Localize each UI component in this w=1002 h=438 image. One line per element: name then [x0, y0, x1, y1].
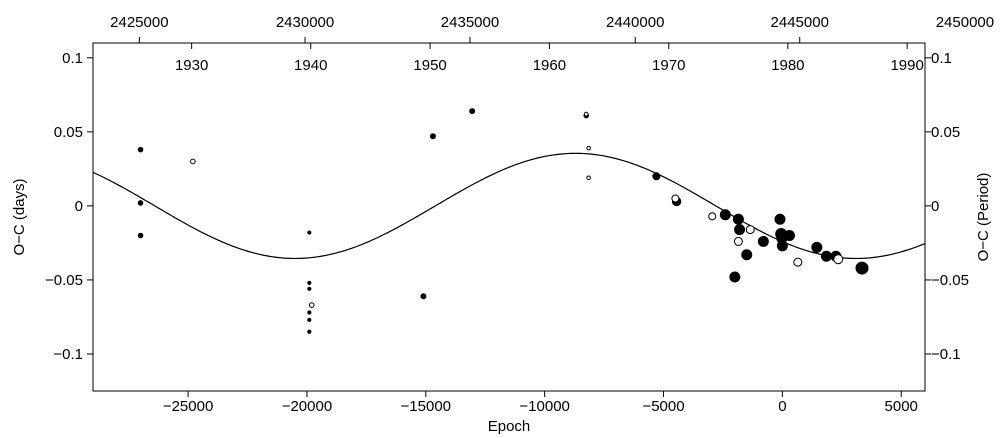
top-jd-tick-label: 2445000 — [771, 14, 829, 31]
data-point-open — [671, 194, 680, 203]
data-point-filled — [469, 108, 476, 115]
x-axis-title: Epoch — [488, 418, 531, 435]
data-point-filled — [734, 224, 746, 236]
data-point-filled — [855, 261, 869, 275]
data-point-open — [733, 236, 743, 246]
data-point-open — [586, 145, 591, 151]
data-point-open — [190, 158, 196, 165]
year-tick-label: 1940 — [294, 57, 327, 74]
x-tick-label: 5000 — [885, 398, 918, 415]
y-tick-label-left: 0.05 — [54, 124, 83, 141]
x-tick-label: −20000 — [282, 398, 332, 415]
y-tick-label-right: 0 — [931, 198, 939, 215]
plot-frame — [92, 42, 926, 392]
top-jd-tick-label: 2435000 — [441, 14, 499, 31]
x-tick-label: −10000 — [519, 398, 569, 415]
y-axis-right-title: O−C (Period) — [975, 173, 992, 262]
data-point-open — [583, 111, 589, 117]
fit-curve-line — [92, 152, 926, 260]
y-tick-label-right: −0.1 — [931, 346, 961, 363]
data-point-filled — [811, 241, 823, 253]
data-point-filled — [420, 293, 427, 300]
y-axis-left-ticks: −0.1 −0.05 0 0.05 0.1 — [45, 50, 93, 363]
data-point-filled — [307, 280, 312, 285]
year-tick-label: 1930 — [175, 57, 208, 74]
x-tick-label: 0 — [778, 398, 786, 415]
year-tick-label: 1990 — [890, 57, 923, 74]
data-point-filled — [307, 310, 312, 315]
y-tick-label-left: −0.05 — [45, 272, 83, 289]
y-tick-label-right: 0.1 — [931, 50, 952, 67]
year-tick-label: 1950 — [413, 57, 446, 74]
x-tick-label: −25000 — [163, 398, 213, 415]
top-julian-date-ticks: 2425000 2430000 2435000 2440000 2445000 24500… — [110, 14, 994, 43]
data-point-filled — [307, 317, 312, 323]
x-axis-ticks: −25000 −20000 −15000 −10000 −5000 0 5000 — [163, 391, 918, 415]
data-point-filled — [307, 329, 312, 334]
top-jd-tick-label: 2440000 — [606, 14, 664, 31]
data-point-filled — [307, 286, 312, 291]
data-point-open — [793, 257, 803, 267]
data-point-filled — [429, 133, 436, 140]
data-point-open — [308, 302, 315, 308]
year-ticks: 193019401950196019701980199020002010 — [175, 43, 924, 74]
data-point-filled — [719, 209, 731, 221]
data-point-filled — [820, 250, 832, 262]
y-tick-label-left: −0.1 — [53, 346, 83, 363]
data-point-open — [708, 212, 717, 221]
data-point-filled — [784, 230, 796, 242]
y-tick-label-left: 0.1 — [62, 50, 83, 67]
y-axis-right-ticks: −0.1 −0.05 0 0.05 0.1 — [925, 50, 969, 363]
top-jd-tick-label: 2450000 — [936, 14, 994, 31]
top-jd-tick-label: 2425000 — [110, 14, 168, 31]
y-tick-label-right: −0.05 — [931, 272, 969, 289]
year-tick-label: 1960 — [533, 57, 566, 74]
data-point-filled — [137, 232, 144, 239]
data-point-filled — [741, 249, 753, 261]
year-tick-label: 1980 — [771, 57, 804, 74]
data-point-filled — [137, 200, 144, 206]
data-point-filled — [757, 235, 769, 247]
data-point-filled — [729, 271, 741, 283]
data-points — [137, 108, 869, 334]
x-tick-label: −5000 — [642, 398, 684, 415]
data-point-filled — [776, 240, 788, 252]
data-point-filled — [137, 146, 144, 153]
data-point-filled — [732, 213, 744, 225]
data-point-filled — [307, 230, 312, 235]
data-point-open — [833, 254, 844, 265]
data-point-filled — [774, 213, 786, 225]
y-tick-label-left: 0 — [75, 198, 83, 215]
x-tick-label: −15000 — [401, 398, 451, 415]
data-point-open — [586, 175, 591, 181]
year-tick-label: 1970 — [652, 57, 685, 74]
data-point-filled — [652, 172, 661, 181]
top-jd-tick-label: 2430000 — [276, 14, 334, 31]
y-tick-label-right: 0.05 — [931, 124, 960, 141]
y-axis-left-title: O−C (days) — [11, 178, 28, 255]
data-point-open — [745, 225, 755, 235]
